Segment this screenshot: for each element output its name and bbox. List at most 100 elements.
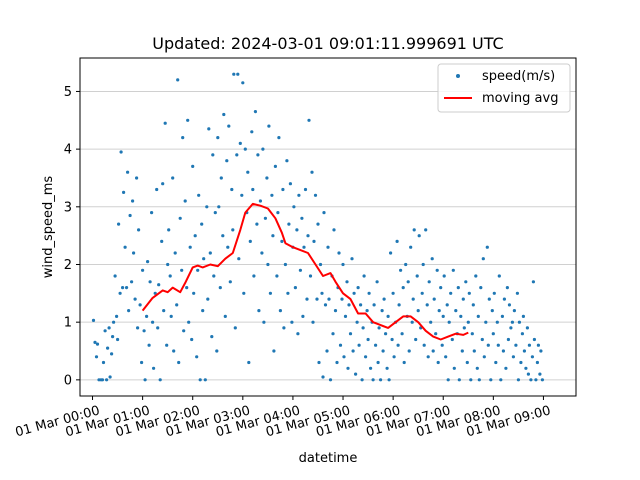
speed-point <box>94 355 99 359</box>
speed-point <box>367 291 371 295</box>
speed-point <box>341 262 345 267</box>
speed-point <box>432 297 436 301</box>
speed-point <box>205 205 209 209</box>
speed-point <box>288 182 292 186</box>
speed-point <box>526 372 531 376</box>
speed-point <box>387 378 391 382</box>
axes-frame <box>79 57 577 397</box>
speed-point <box>251 187 255 192</box>
speed-point <box>215 349 219 353</box>
speed-point <box>318 262 323 267</box>
speed-point <box>218 286 222 290</box>
speed-point <box>360 378 364 382</box>
speed-point <box>210 335 214 339</box>
speed-point <box>404 262 408 267</box>
speed-point <box>176 78 180 82</box>
speed-point <box>137 228 141 232</box>
speed-point <box>312 239 316 243</box>
speed-point <box>253 110 257 114</box>
speed-point <box>227 124 231 128</box>
scatter-points-layer <box>91 72 545 382</box>
speed-point <box>219 176 223 180</box>
y-tick-label: 0 <box>64 373 72 388</box>
speed-point <box>172 349 176 353</box>
speed-point <box>343 314 348 318</box>
speed-point <box>530 355 535 359</box>
speed-point <box>380 309 384 313</box>
speed-point <box>421 262 425 267</box>
speed-point <box>524 366 528 370</box>
speed-point <box>376 360 380 365</box>
speed-point <box>490 309 494 313</box>
speed-point <box>390 337 394 342</box>
speed-point <box>323 303 328 307</box>
speed-point <box>487 297 491 301</box>
speed-point <box>171 176 175 180</box>
speed-point <box>512 309 517 313</box>
speed-point <box>466 320 470 324</box>
speed-point <box>283 262 287 267</box>
speed-point <box>126 170 130 174</box>
speed-point <box>151 320 155 324</box>
speed-point <box>311 320 315 324</box>
legend-marker-speed <box>456 74 460 78</box>
speed-point <box>494 360 498 365</box>
speed-point <box>156 326 160 330</box>
speed-point <box>306 234 310 238</box>
speed-point <box>136 326 140 330</box>
speed-point <box>511 355 515 359</box>
speed-point <box>231 228 235 232</box>
speed-point <box>100 378 105 382</box>
speed-point <box>272 349 276 353</box>
speed-point <box>400 332 404 336</box>
speed-point <box>436 360 440 365</box>
speed-point <box>267 124 271 128</box>
speed-point <box>146 260 150 264</box>
speed-point <box>531 280 536 284</box>
y-tick-label: 2 <box>64 258 72 273</box>
speed-point <box>236 72 240 76</box>
speed-point <box>133 297 137 301</box>
speed-point <box>213 211 217 215</box>
speed-point <box>162 309 166 313</box>
speed-point <box>292 205 296 209</box>
speed-point <box>166 262 170 267</box>
speed-point <box>108 375 112 379</box>
speed-point <box>409 245 413 249</box>
speed-point <box>431 349 435 353</box>
speed-point <box>117 222 121 226</box>
speed-point <box>252 274 256 278</box>
speed-point <box>320 291 324 295</box>
speed-point <box>95 342 100 346</box>
speed-point <box>228 280 232 284</box>
chart-title: Updated: 2024-03-01 09:01:11.999691 UTC <box>152 34 503 53</box>
speed-point <box>395 239 399 243</box>
speed-point <box>278 309 282 313</box>
speed-point <box>169 314 173 318</box>
speed-point <box>161 182 165 186</box>
speed-point <box>195 355 199 359</box>
speed-point <box>335 360 339 365</box>
speed-point <box>402 360 406 365</box>
speed-point <box>240 193 244 197</box>
speed-point <box>435 268 439 272</box>
speed-point <box>486 343 490 347</box>
speed-point <box>115 314 119 318</box>
speed-point <box>128 213 132 218</box>
speed-point <box>158 378 162 382</box>
speed-point <box>232 72 236 76</box>
speed-point <box>506 337 510 342</box>
x-axis-label: datetime <box>299 451 358 466</box>
speed-point <box>217 205 221 209</box>
speed-point <box>467 291 471 295</box>
speed-point <box>256 153 260 157</box>
speed-point <box>347 303 351 307</box>
speed-point <box>475 366 479 370</box>
speed-point <box>346 366 350 370</box>
speed-point <box>452 366 456 370</box>
speed-point <box>187 320 191 324</box>
speed-point <box>471 303 475 307</box>
speed-point <box>122 190 126 194</box>
speed-point <box>181 136 185 140</box>
speed-point <box>250 130 254 134</box>
